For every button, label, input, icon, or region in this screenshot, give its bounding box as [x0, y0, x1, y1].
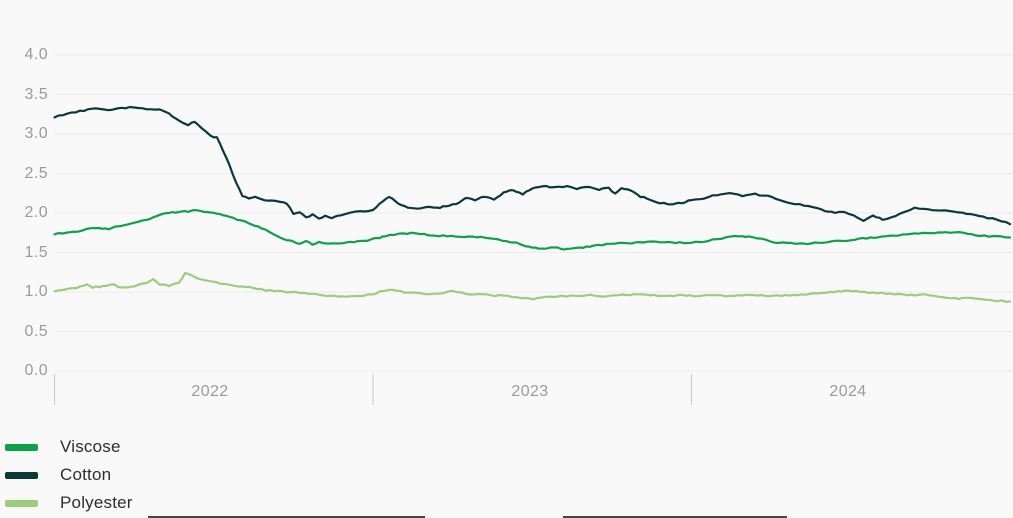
- legend-item-polyester: Polyester: [5, 489, 133, 517]
- legend-label-viscose: Viscose: [60, 437, 121, 456]
- y-axis-tick-label: 4.0: [24, 46, 48, 63]
- x-axis-year-label: 2022: [191, 383, 229, 400]
- legend-label-polyester: Polyester: [60, 493, 133, 512]
- y-axis-tick-label: 0.5: [24, 322, 48, 340]
- polyester-swatch-icon: [5, 499, 38, 507]
- cotton-line: [53, 105, 1012, 226]
- legend-item-cotton: Cotton: [5, 461, 133, 489]
- x-axis-year-label: 2024: [829, 383, 867, 400]
- y-axis-tick-label: 2.0: [24, 204, 48, 221]
- chart-legend: Viscose Cotton Polyester: [5, 433, 133, 517]
- polyester-line: [53, 272, 1012, 303]
- cutoff-content-line: [148, 516, 425, 518]
- legend-label-cotton: Cotton: [60, 465, 112, 484]
- y-axis-tick-label: 2.5: [24, 164, 48, 182]
- y-axis-tick-label: 1.5: [24, 243, 48, 261]
- y-axis-tick-label: 3.0: [24, 125, 48, 142]
- cutoff-content-line: [563, 516, 787, 518]
- viscose-swatch-icon: [5, 443, 38, 451]
- y-axis-tick-label: 3.5: [24, 85, 48, 103]
- y-axis-tick-label: 0.0: [24, 362, 48, 379]
- legend-item-viscose: Viscose: [5, 433, 133, 461]
- x-axis-year-label: 2023: [511, 383, 549, 400]
- cotton-swatch-icon: [5, 471, 38, 479]
- viscose-line: [53, 208, 1012, 251]
- y-axis-tick-label: 1.0: [24, 283, 48, 300]
